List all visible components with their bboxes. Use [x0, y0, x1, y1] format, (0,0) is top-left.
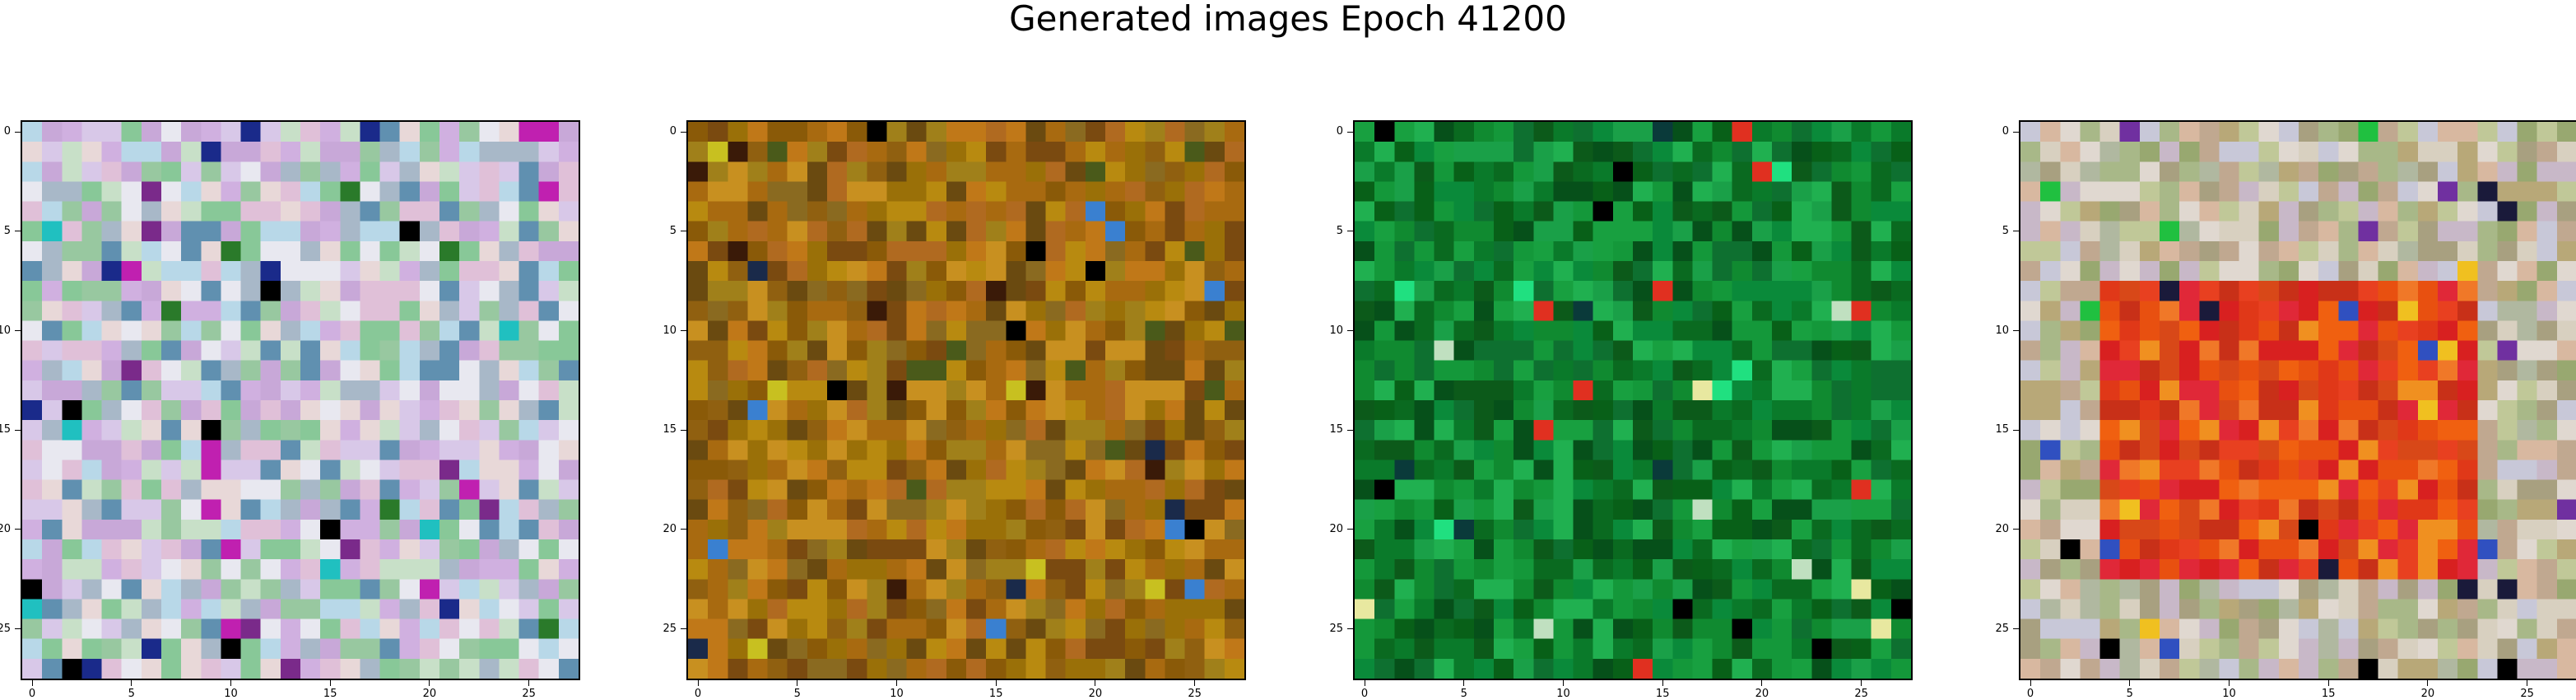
x-tick-label: 25: [1188, 688, 1202, 700]
x-tick: [1463, 680, 1465, 686]
y-tick-label: 20: [1329, 522, 1343, 535]
y-tick-label: 25: [1329, 622, 1343, 635]
x-tick-label: 20: [2420, 688, 2435, 700]
x-tick: [1563, 680, 1564, 686]
x-tick: [2229, 680, 2230, 686]
y-tick-label: 20: [0, 522, 11, 535]
x-tick-label: 15: [323, 688, 337, 700]
y-tick: [681, 131, 686, 133]
y-tick: [681, 628, 686, 630]
image-panel-1: 0 5 10 15 20 25 0 5 10 15 20 25: [0, 120, 580, 700]
x-tick-label: 10: [2222, 688, 2236, 700]
y-tick-label: 0: [3, 125, 11, 138]
y-tick-label: 15: [663, 423, 677, 436]
y-tick: [2013, 131, 2019, 133]
x-tick-label: 5: [128, 688, 135, 700]
y-tick-label: 10: [1995, 324, 2009, 337]
y-tick: [15, 529, 21, 530]
x-tick-label: 0: [2026, 688, 2034, 700]
y-tick-label: 0: [2002, 125, 2009, 138]
y-tick-label: 15: [1995, 423, 2009, 436]
generated-image-4: [2020, 122, 2576, 679]
y-tick-label: 5: [669, 224, 677, 237]
x-tick-label: 20: [422, 688, 437, 700]
x-tick-label: 10: [890, 688, 904, 700]
x-tick: [31, 680, 33, 686]
y-tick-label: 25: [663, 622, 677, 635]
x-tick: [329, 680, 331, 686]
x-tick-label: 15: [1655, 688, 1670, 700]
y-tick-label: 25: [0, 622, 11, 635]
x-tick: [1662, 680, 1663, 686]
x-tick-label: 5: [2126, 688, 2133, 700]
x-tick-label: 15: [2321, 688, 2336, 700]
x-tick-label: 20: [1755, 688, 1769, 700]
y-tick: [2013, 628, 2019, 630]
x-tick: [1194, 680, 1196, 686]
x-tick: [230, 680, 231, 686]
x-tick: [2129, 680, 2131, 686]
y-tick: [15, 330, 21, 331]
y-tick-label: 5: [1336, 224, 1343, 237]
x-tick-label: 5: [1460, 688, 1467, 700]
x-tick-label: 0: [1360, 688, 1369, 700]
y-tick-label: 10: [663, 324, 677, 337]
image-panel-3: 0 5 10 15 20 25 0 5 10 15 20 25: [1329, 120, 1913, 700]
x-tick-label: 25: [522, 688, 536, 700]
x-tick: [429, 680, 430, 686]
image-panel-4: 0 5 10 15 20 25 0 5 10 15 20 25: [1995, 120, 2576, 700]
y-tick-label: 5: [3, 224, 11, 237]
x-tick: [2030, 680, 2031, 686]
y-tick-label: 20: [1995, 522, 2009, 535]
x-tick-label: 20: [1088, 688, 1103, 700]
y-tick: [2013, 529, 2019, 530]
x-tick: [2327, 680, 2329, 686]
y-tick: [15, 429, 21, 431]
y-tick: [681, 429, 686, 431]
y-tick-label: 20: [663, 522, 677, 535]
x-tick: [2427, 680, 2429, 686]
x-tick: [896, 680, 897, 686]
y-tick: [2013, 429, 2019, 431]
y-tick: [1347, 529, 1353, 530]
y-tick: [15, 628, 21, 630]
x-tick-label: 15: [988, 688, 1003, 700]
x-tick-label: 10: [224, 688, 238, 700]
y-tick-label: 0: [1336, 125, 1343, 138]
x-tick-label: 25: [2520, 688, 2534, 700]
figure-title: Generated images Epoch 41200: [1009, 0, 1567, 39]
generated-image-3: [1355, 122, 1911, 679]
y-tick: [681, 330, 686, 331]
x-tick-label: 5: [793, 688, 801, 700]
x-tick-label: 10: [1556, 688, 1570, 700]
image-panel-2: 0 5 10 15 20 25 0 5 10 15 20 25: [663, 120, 1246, 700]
x-tick: [131, 680, 133, 686]
y-tick: [1347, 628, 1353, 630]
y-tick-label: 10: [0, 324, 11, 337]
y-tick: [1347, 429, 1353, 431]
x-tick: [697, 680, 699, 686]
x-tick: [528, 680, 530, 686]
y-tick-label: 5: [2002, 224, 2009, 237]
y-tick-label: 10: [1329, 324, 1343, 337]
y-tick: [1347, 330, 1353, 331]
y-tick: [15, 131, 21, 133]
generated-image-2: [688, 122, 1244, 679]
generated-image-1: [22, 122, 579, 679]
x-tick: [1861, 680, 1862, 686]
x-tick-label: 0: [28, 688, 36, 700]
y-tick: [2013, 330, 2019, 331]
y-tick-label: 15: [0, 423, 11, 436]
x-tick-label: 0: [694, 688, 702, 700]
x-tick: [1761, 680, 1763, 686]
x-tick: [995, 680, 997, 686]
y-tick-label: 0: [669, 125, 677, 138]
y-tick-label: 15: [1329, 423, 1343, 436]
y-tick-label: 25: [1995, 622, 2009, 635]
y-tick: [681, 529, 686, 530]
y-tick: [1347, 131, 1353, 133]
x-tick-label: 25: [1854, 688, 1868, 700]
